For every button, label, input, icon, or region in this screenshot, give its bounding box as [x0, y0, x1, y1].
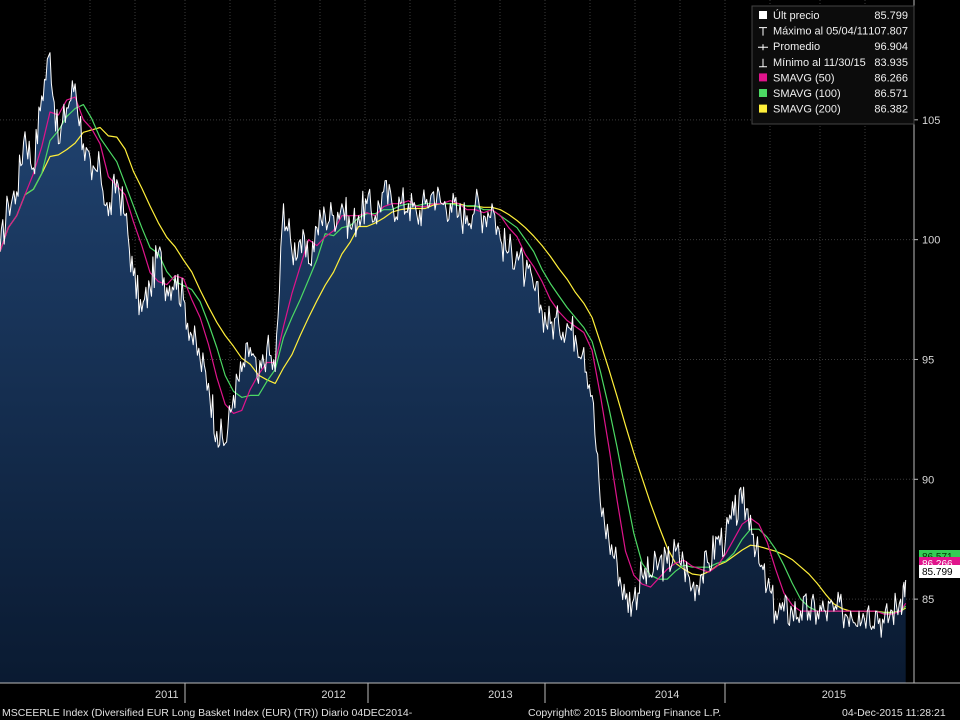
legend-label: SMAVG (200) [773, 104, 841, 116]
high-marker-icon [759, 27, 767, 36]
series-lines [0, 52, 907, 638]
value-tag-2: 85.799 [919, 565, 960, 578]
legend-swatch-icon [759, 11, 767, 19]
legend-label: Promedio [773, 41, 820, 53]
legend-item-2: Promedio 96.904 [758, 41, 908, 53]
low-marker-icon [759, 58, 767, 68]
legend-value: 86.571 [874, 88, 908, 100]
legend-item-4: SMAVG (50) 86.266 [759, 72, 908, 84]
y-tick-label-100: 100 [922, 235, 940, 247]
y-tick-label-90: 90 [922, 474, 934, 486]
x-tick-label-2015: 2015 [822, 689, 846, 701]
legend-swatch-icon [759, 104, 767, 113]
legend-label: SMAVG (100) [773, 88, 841, 100]
footer-left-text: MSCEERLE Index (Diversified EUR Long Bas… [2, 707, 413, 719]
footer-bar: MSCEERLE Index (Diversified EUR Long Bas… [0, 704, 960, 720]
y-tick-label-85: 85 [922, 594, 934, 606]
footer-background [0, 704, 960, 720]
series-line-smavg-100 [0, 103, 907, 614]
legend-item-6: SMAVG (200) 86.382 [759, 104, 908, 116]
value-tag-label: 86.266 [922, 559, 953, 570]
legend-background [751, 5, 915, 125]
axes: 85 90 95 100 105 2011 2012 2013 2014 2015 [0, 0, 960, 703]
price-area [0, 52, 906, 683]
legend-item-0: Últ precio 85.799 [759, 9, 908, 22]
series-line-price [0, 52, 907, 638]
x-tick-label-2011: 2011 [155, 689, 179, 701]
y-tick-label-105: 105 [922, 115, 940, 127]
y-tick-label-95: 95 [922, 354, 934, 366]
value-tag-label: 85.799 [922, 567, 953, 578]
legend-swatch-icon [759, 89, 767, 97]
legend-value: 96.904 [874, 41, 908, 53]
value-tag-background [919, 565, 960, 578]
legend-value: 83.935 [874, 57, 908, 69]
legend-value: 85.799 [874, 10, 908, 22]
price-area-fill [0, 52, 906, 683]
legend-label: SMAVG (50) [773, 72, 835, 84]
average-marker-icon [758, 44, 768, 51]
footer-copyright: Copyright© 2015 Bloomberg Finance L.P. [528, 707, 721, 719]
footer-timestamp: 04-Dec-2015 11:28:21 [842, 707, 946, 719]
legend-swatch-icon [759, 73, 767, 82]
x-tick-label-2013: 2013 [488, 689, 512, 701]
x-tick-label-2012: 2012 [321, 689, 345, 701]
legend-item-1: Máximo al 05/04/11 107.807 [759, 26, 908, 38]
x-tick-label-2014: 2014 [655, 689, 679, 701]
legend-box: Últ precio 85.799 Máximo al 05/04/11 107.80… [751, 5, 915, 125]
legend-value: 107.807 [868, 26, 908, 38]
legend-item-5: SMAVG (100) 86.571 [759, 88, 908, 100]
legend-label: Últ precio [773, 9, 819, 22]
legend-label: Máximo al 05/04/11 [773, 26, 868, 38]
legend-label: Mínimo al 11/30/15 [773, 57, 866, 69]
legend-value: 86.382 [874, 104, 908, 116]
legend-value: 86.266 [874, 72, 908, 84]
legend-item-3: Mínimo al 11/30/15 83.935 [759, 57, 908, 69]
